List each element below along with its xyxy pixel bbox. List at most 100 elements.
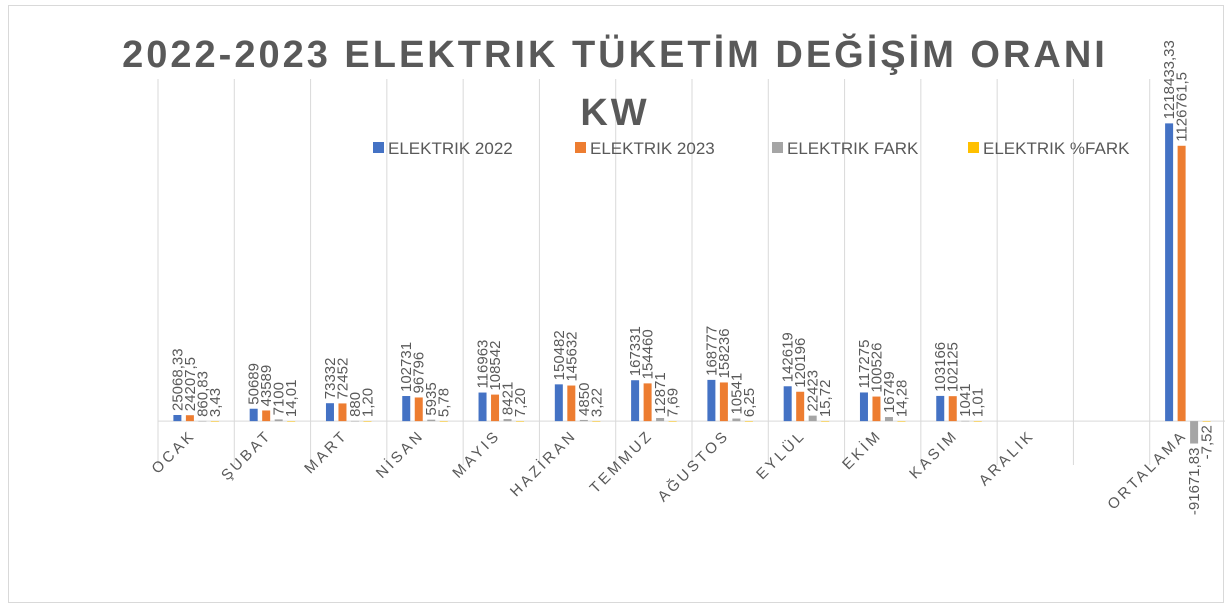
bar xyxy=(1177,145,1186,422)
data-label: 880 xyxy=(347,392,364,417)
data-label: 7100 xyxy=(271,382,288,415)
data-label: 150482 xyxy=(551,330,568,380)
data-label: 10541 xyxy=(728,373,745,415)
bar xyxy=(478,392,487,422)
bar xyxy=(338,403,347,422)
bar xyxy=(656,417,665,422)
data-label: 145632 xyxy=(563,331,580,381)
bar xyxy=(363,421,372,422)
bar xyxy=(732,418,741,422)
data-label: 25068,33 xyxy=(169,348,186,411)
data-label: 3,43 xyxy=(207,388,224,417)
data-label: 4850 xyxy=(576,383,593,416)
data-label: 6,25 xyxy=(741,388,758,417)
data-label: 116963 xyxy=(475,340,492,389)
legend-label: ELEKTRIK 2022 xyxy=(388,139,513,158)
legend-swatch xyxy=(968,142,979,153)
data-label: 73332 xyxy=(322,357,339,399)
bar xyxy=(592,421,601,422)
bar xyxy=(707,379,716,422)
bar xyxy=(643,383,652,422)
data-label: 7,20 xyxy=(512,388,529,417)
data-label: 72452 xyxy=(334,358,351,400)
bar xyxy=(744,421,753,422)
bar xyxy=(668,421,677,422)
data-label: 8421 xyxy=(500,382,517,415)
bar xyxy=(631,380,640,422)
data-label: 50689 xyxy=(246,363,263,405)
bar xyxy=(554,384,563,422)
data-label: 3,22 xyxy=(588,388,605,417)
data-label: 16749 xyxy=(881,371,898,413)
bar xyxy=(402,396,411,422)
bar xyxy=(503,419,512,422)
bar xyxy=(173,414,182,422)
bar xyxy=(1190,421,1199,444)
legend-swatch xyxy=(373,142,384,153)
bar xyxy=(427,419,436,422)
bar xyxy=(350,420,359,422)
bar xyxy=(439,421,448,422)
bar xyxy=(719,382,728,422)
bar xyxy=(262,410,271,422)
data-label: 5935 xyxy=(423,382,440,415)
data-label: 167331 xyxy=(627,326,644,376)
chart-title: 2022-2023 ELEKTRIK TÜKETİM DEĞİŞİM ORANI… xyxy=(122,34,1108,134)
bar xyxy=(1165,123,1174,422)
data-label: 14,01 xyxy=(283,380,300,418)
bar xyxy=(249,408,258,422)
bar xyxy=(516,421,525,422)
data-label: 14,28 xyxy=(893,380,910,418)
bar xyxy=(198,420,207,422)
data-label: 1218433,33 xyxy=(1161,40,1178,119)
bar xyxy=(491,394,500,422)
bar xyxy=(579,419,588,422)
data-label: 24207,5 xyxy=(182,357,199,411)
data-label: 117275 xyxy=(856,340,873,389)
bar xyxy=(973,421,982,422)
data-label: 168777 xyxy=(703,326,720,376)
legend-label: ELEKTRIK FARK xyxy=(787,139,919,158)
data-label: 102125 xyxy=(945,342,962,392)
data-label: 1126761,5 xyxy=(1174,72,1191,142)
data-label: 120196 xyxy=(792,338,809,388)
data-label: 103166 xyxy=(932,342,949,392)
bar xyxy=(897,421,906,422)
data-label: 154460 xyxy=(640,329,657,379)
data-label: 7,69 xyxy=(665,388,682,417)
bar xyxy=(808,415,817,422)
data-label: -91671,83 xyxy=(1186,448,1203,516)
data-label: 22423 xyxy=(805,370,822,412)
legend-label: ELEKTRIK %FARK xyxy=(983,139,1130,158)
bar xyxy=(185,415,194,422)
legend-swatch xyxy=(575,142,586,153)
bar xyxy=(414,397,423,422)
data-label: 102731 xyxy=(398,342,415,392)
data-label: 860,83 xyxy=(194,371,211,417)
data-label: 5,78 xyxy=(436,388,453,417)
bar xyxy=(274,419,283,422)
bar xyxy=(859,392,868,422)
data-label: 108542 xyxy=(487,341,504,391)
bar xyxy=(872,396,881,422)
data-label: 100526 xyxy=(868,342,885,392)
bar xyxy=(948,396,957,422)
bar xyxy=(210,421,219,422)
data-label: 142619 xyxy=(780,332,797,382)
data-label: -7,52 xyxy=(1199,425,1216,459)
bar xyxy=(783,386,792,422)
data-label: 15,72 xyxy=(817,380,834,418)
data-label: 1041 xyxy=(957,383,974,416)
bar xyxy=(1202,421,1211,422)
data-label: 43589 xyxy=(258,365,275,407)
bar xyxy=(884,417,893,422)
data-label: 12871 xyxy=(652,372,669,414)
data-label: 1,01 xyxy=(970,388,987,417)
data-label: 1,20 xyxy=(359,388,376,417)
bar xyxy=(821,421,830,422)
legend-label: ELEKTRIK 2023 xyxy=(590,139,715,158)
bar xyxy=(287,421,296,422)
bar xyxy=(325,403,334,422)
